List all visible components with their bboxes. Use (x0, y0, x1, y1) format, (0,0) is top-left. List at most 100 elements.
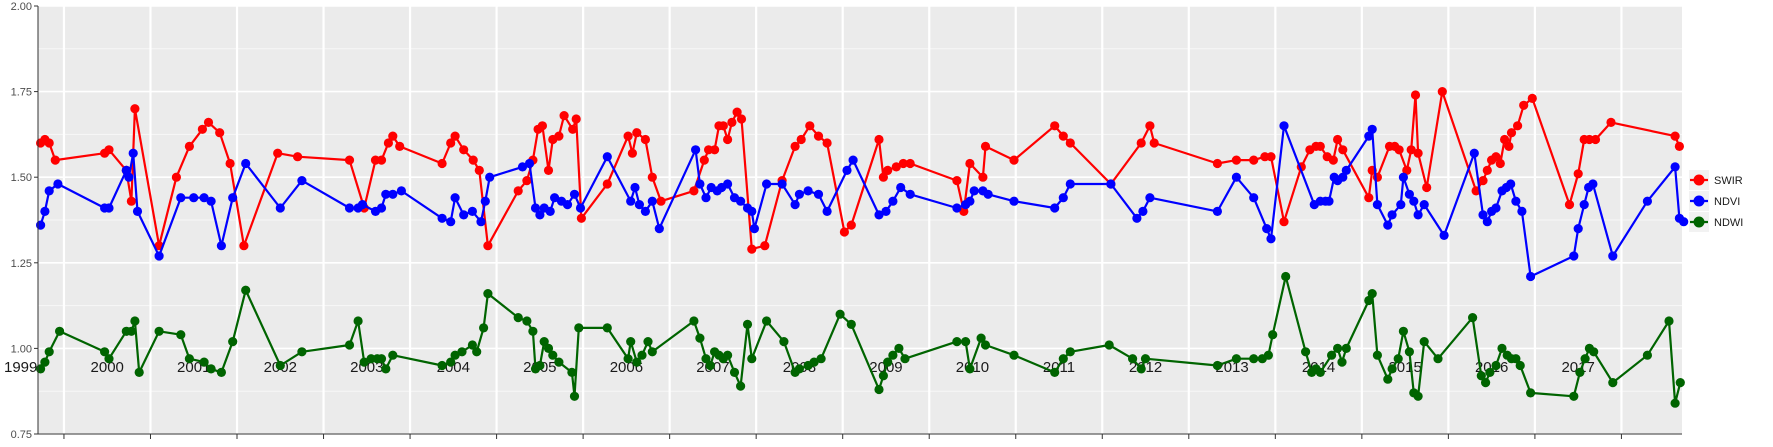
ndvi-point (535, 210, 545, 220)
ndwi-point (450, 350, 460, 360)
swir-point (760, 241, 770, 251)
ndwi-point (388, 350, 398, 360)
ndvi-point (1482, 217, 1492, 227)
ndvi-point (459, 210, 469, 220)
ndvi-point (1341, 165, 1351, 175)
ndvi-point (1050, 203, 1060, 213)
ndwi-point (1589, 347, 1599, 357)
ndwi-point (535, 360, 545, 371)
year-labels: 1999200020012002200320042005200620072008… (4, 359, 1595, 376)
ndwi-point (742, 319, 753, 329)
ndwi-point (809, 357, 819, 367)
grid-major-lines (38, 5, 1682, 435)
swir-point (537, 121, 548, 131)
ndwi-point (554, 357, 564, 367)
ndwi-point (1301, 347, 1311, 357)
ndvi-point (1478, 210, 1488, 220)
ndvi-point (1526, 271, 1536, 282)
y-tick-label: 1.50 (11, 172, 32, 184)
ndwi-point (965, 364, 975, 374)
ndvi-point (550, 193, 560, 203)
ndvi-point (199, 193, 209, 203)
ndwi-point (1372, 350, 1382, 360)
ndvi-point (1132, 213, 1142, 223)
swir-point (640, 134, 651, 145)
ndwi-point (701, 354, 711, 364)
swir-point (1333, 134, 1343, 145)
ndvi-point (297, 176, 307, 186)
ndvi-point (1383, 220, 1393, 230)
swir-point (1482, 165, 1492, 175)
ndvi-point (1364, 131, 1374, 141)
swir-point (1338, 145, 1348, 155)
ndvi-point (128, 148, 138, 158)
y-tick-label: 0.75 (11, 429, 32, 441)
ndvi-point (634, 200, 645, 210)
swir-point (736, 114, 747, 124)
ndvi-point (848, 155, 858, 165)
ndwi-point (1367, 289, 1377, 299)
swir-point (878, 172, 889, 182)
swir-point (130, 104, 140, 114)
swir-point (184, 141, 194, 151)
ndvi-point (216, 241, 226, 251)
ndvi-point (388, 189, 398, 199)
ndvi-point (691, 145, 701, 155)
swir-point (839, 227, 850, 237)
ndvi-point (1608, 251, 1618, 261)
ndwi-point (1419, 337, 1429, 347)
ndwi-point (569, 391, 580, 401)
ndvi-point (206, 196, 216, 206)
ndwi-point (626, 337, 636, 347)
ndwi-point (1263, 350, 1273, 360)
swir-point (450, 131, 460, 141)
ndwi-point (1497, 343, 1507, 353)
swir-point (104, 145, 114, 155)
ndwi-point (275, 360, 285, 371)
swir-point (437, 158, 447, 169)
ndwi-point (126, 326, 136, 336)
ndvi-point (1266, 234, 1276, 244)
ndvi-point (1262, 224, 1272, 234)
swir-point (623, 131, 633, 141)
ndwi-point (1642, 350, 1652, 360)
ndwi-point (1670, 398, 1680, 408)
ndwi-point (846, 319, 856, 329)
ndwi-point (647, 347, 657, 357)
swir-point (632, 128, 642, 138)
ndwi-point (104, 354, 114, 364)
swir-point (1413, 148, 1423, 158)
ndvi-point (485, 172, 495, 182)
swir-point (1009, 155, 1019, 165)
swir-point (898, 158, 908, 169)
swir-point (559, 111, 569, 121)
ndwi-point (729, 367, 740, 377)
ndvi-point (344, 203, 355, 213)
ndwi-point (457, 347, 467, 357)
swir-point (474, 165, 484, 175)
year-label: 2003 (350, 359, 383, 376)
swir-point (723, 134, 733, 145)
series-swir (36, 87, 1684, 254)
swir-point (647, 172, 657, 182)
swir-point (203, 117, 214, 127)
swir-point (874, 134, 884, 145)
swir-point (1231, 155, 1241, 165)
ndwi-point (483, 289, 493, 299)
swir-point (891, 162, 901, 172)
ndwi-point (1580, 354, 1590, 364)
ndvi-point (241, 158, 251, 169)
ndwi-point (1050, 367, 1060, 377)
ndvi-point (357, 200, 368, 210)
ndwi-point (695, 333, 705, 343)
ndwi-point (900, 354, 910, 364)
swir-point (446, 138, 456, 148)
year-label: 2017 (1561, 359, 1594, 376)
ndwi-point (602, 323, 612, 333)
y-tick-label: 1.75 (11, 87, 32, 99)
series-ndwi (36, 271, 1685, 408)
ndvi-point (517, 162, 528, 172)
ndwi-point (528, 326, 538, 336)
